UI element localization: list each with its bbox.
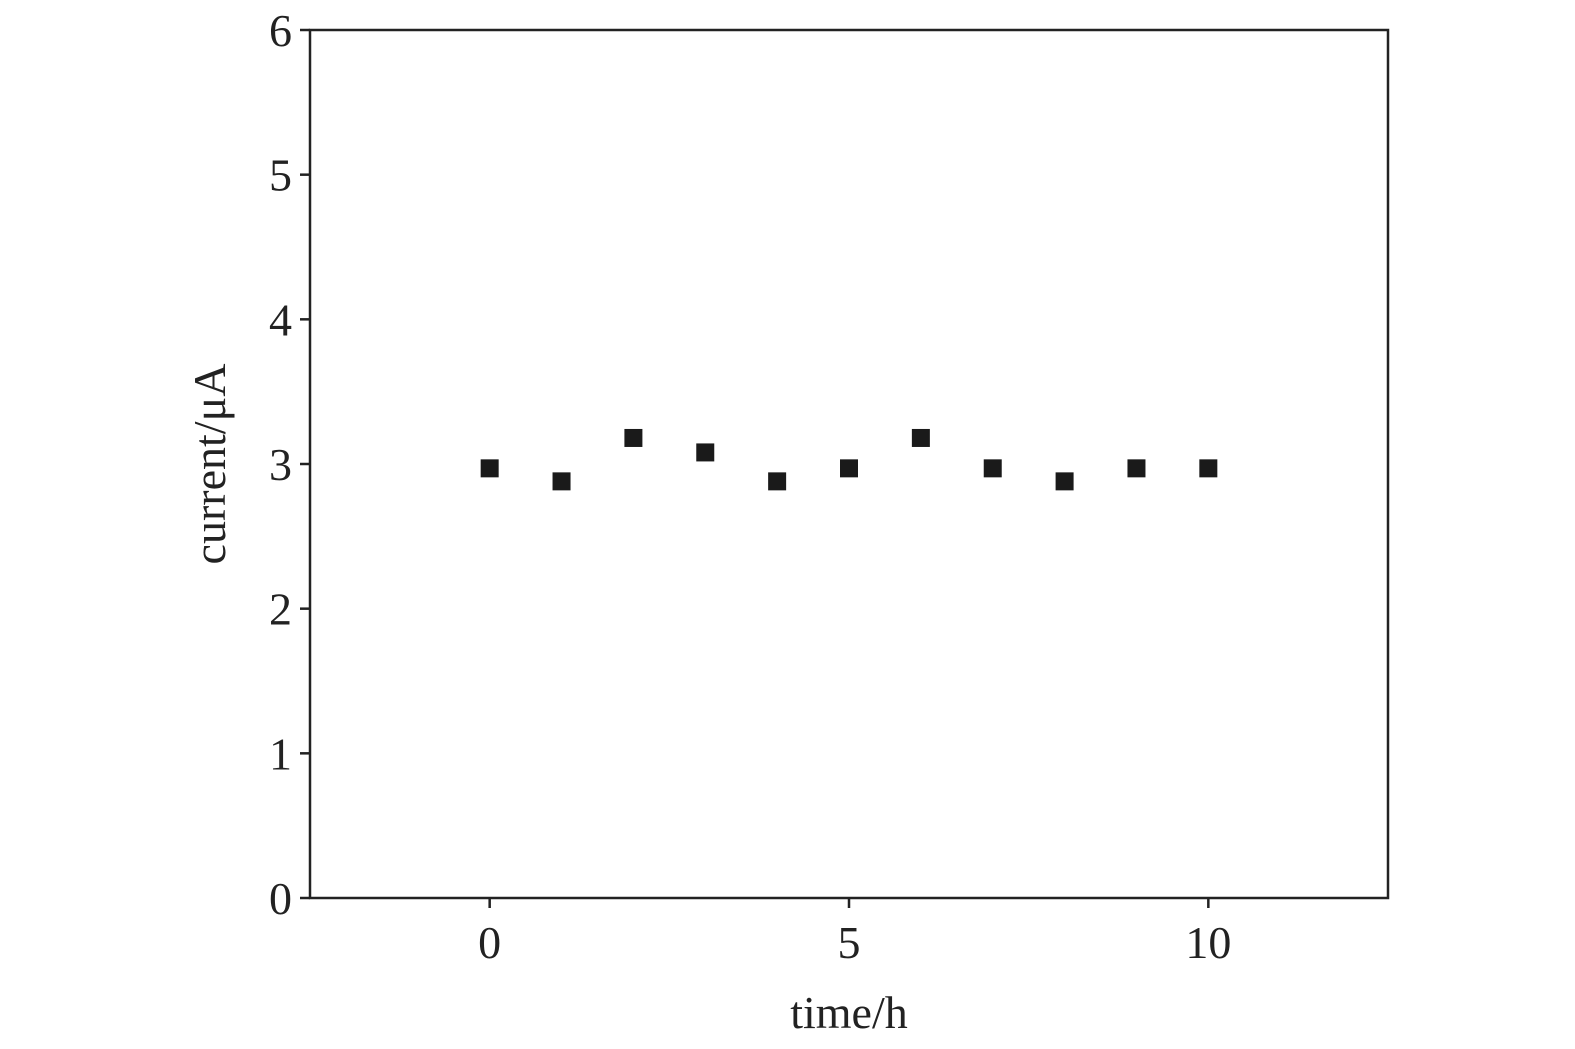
point: [1127, 459, 1146, 478]
y-tick-label: 1: [269, 728, 292, 779]
x-tick-label: 5: [838, 917, 861, 968]
y-tick-label: 5: [269, 150, 292, 201]
y-tick-label: 4: [269, 294, 292, 345]
y-tick-label: 6: [269, 5, 292, 56]
point: [840, 459, 858, 478]
y-tick-label: 2: [269, 584, 292, 635]
point: [552, 472, 571, 491]
point: [983, 459, 1002, 478]
point: [624, 428, 643, 447]
x-tick-label: 10: [1185, 917, 1231, 968]
x-axis-label: time/h: [790, 987, 908, 1038]
y-tick-label: 0: [269, 873, 292, 924]
x-tick-label: 0: [478, 917, 501, 968]
point: [1055, 472, 1074, 491]
y-axis-label: current/μA: [184, 364, 235, 565]
point: [1199, 459, 1218, 478]
point: [480, 459, 499, 478]
point: [696, 443, 715, 462]
point: [911, 428, 930, 447]
point: [768, 472, 787, 491]
y-tick-label: 3: [269, 439, 292, 490]
